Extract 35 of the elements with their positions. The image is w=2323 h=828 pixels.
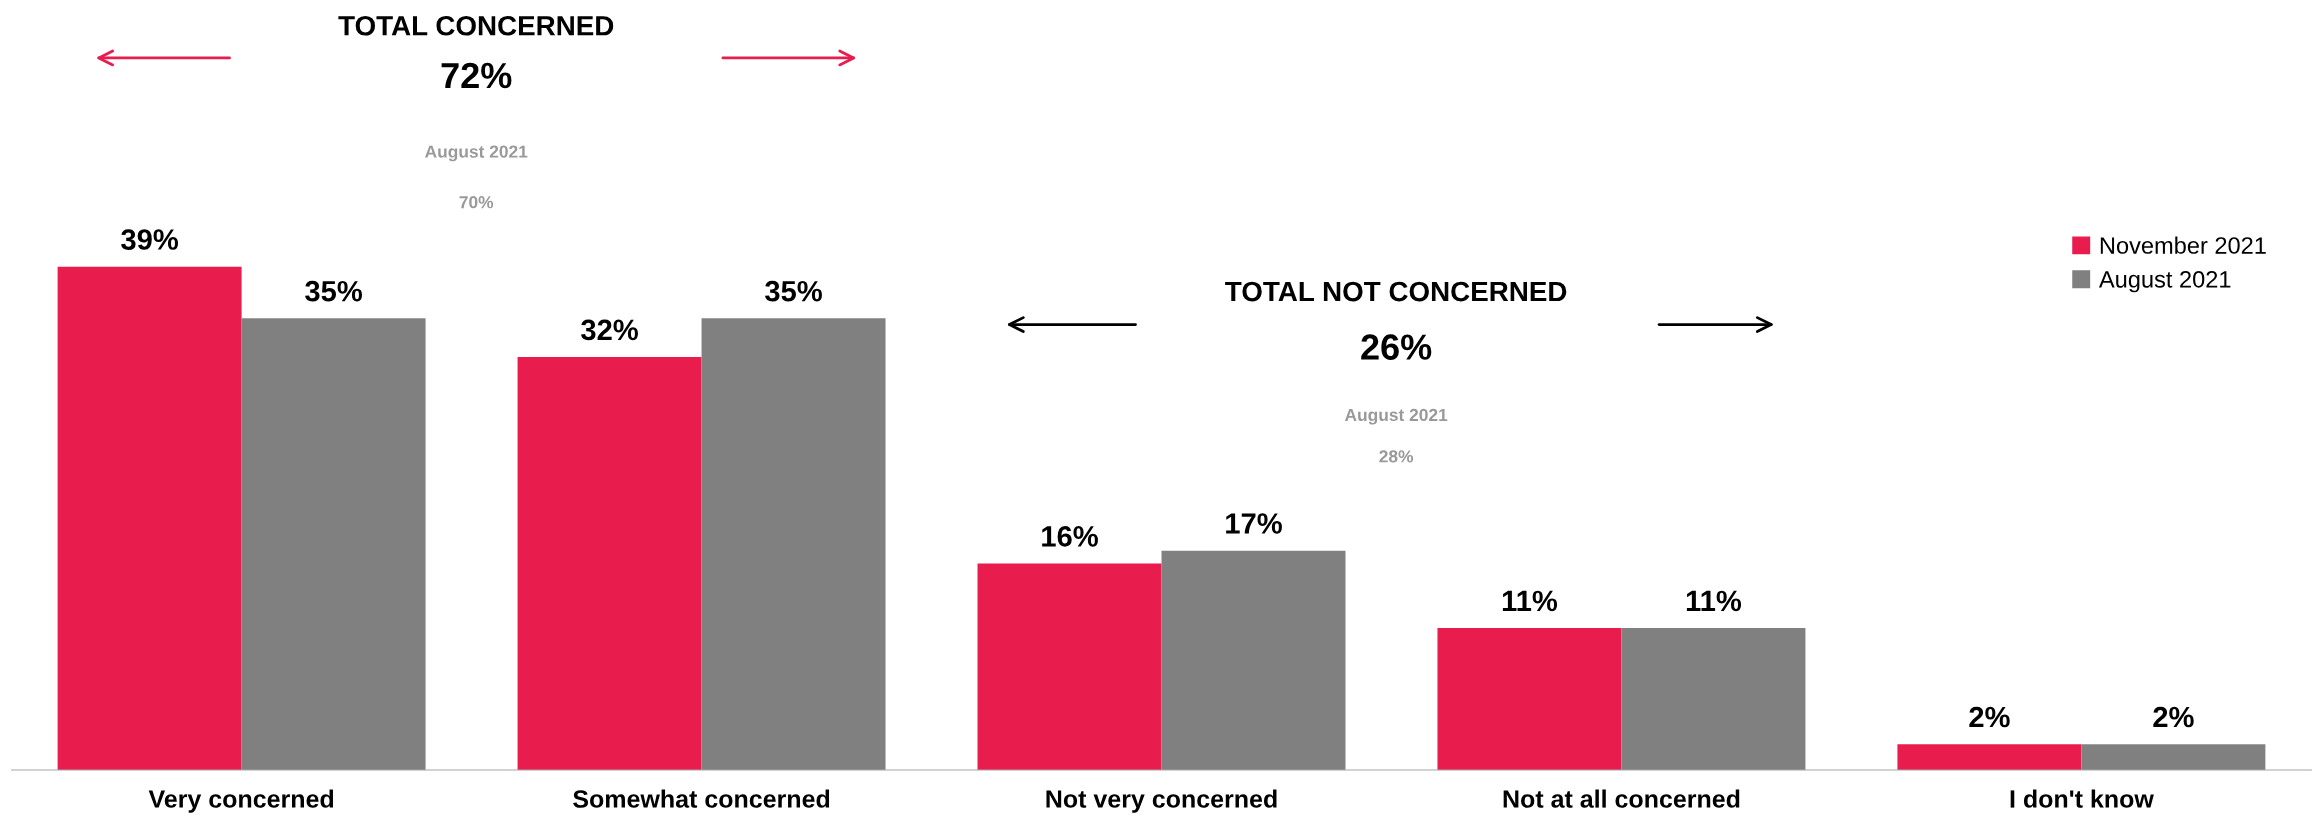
annotation: August 2021 [1344, 408, 1448, 425]
x-tick-label: Somewhat concerned [573, 789, 830, 808]
bar [241, 318, 426, 771]
x-tick-label: Not at all concerned [1503, 789, 1740, 808]
data-label: 32% [581, 319, 638, 341]
bar [977, 563, 1162, 771]
data-label: 11% [1502, 590, 1558, 612]
annotation: 28% [1379, 450, 1414, 463]
data-label: 11% [1686, 590, 1742, 612]
annotation: 26% [1361, 334, 1432, 360]
x-tick-label: I don't know [2010, 789, 2154, 808]
bar [1621, 628, 1806, 771]
text: August 2021 [425, 145, 528, 162]
x-tick-label: Not very concerned [1046, 789, 1277, 813]
legend-label: November 2021 [2100, 236, 2266, 254]
data-label: 39% [121, 229, 179, 250]
bar [517, 357, 702, 771]
bar [1161, 550, 1346, 771]
bar [1897, 744, 2082, 771]
data-label: 35% [765, 280, 822, 302]
annotation: TOTAL NOT CONCERNED [1225, 281, 1567, 302]
data-label: 17% [1226, 513, 1282, 534]
data-label: 35% [305, 280, 362, 302]
text: 72% [441, 62, 512, 89]
data-label: 16% [1042, 526, 1098, 547]
bar [57, 266, 242, 771]
text: TOTAL CONCERNED [338, 15, 614, 36]
x-tick-label: Very concerned [148, 789, 334, 813]
text: 70% [459, 196, 494, 209]
data-label: 2% [2153, 706, 2194, 728]
data-label: 2% [1969, 706, 2010, 728]
bar [2081, 744, 2266, 771]
legend-label: August 2021 [2098, 270, 2231, 293]
bar [1437, 628, 1622, 771]
bar [701, 318, 886, 771]
